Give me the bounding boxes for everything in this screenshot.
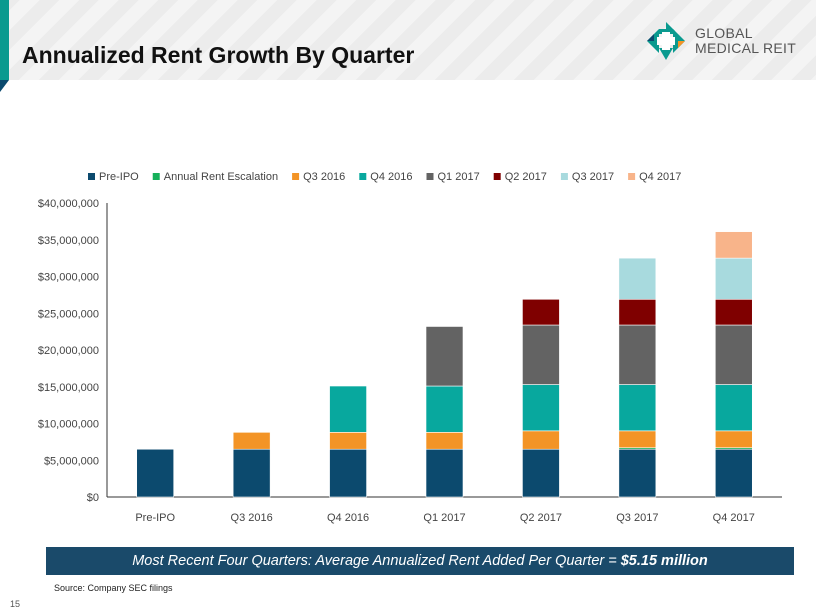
bar-segment	[522, 430, 560, 450]
legend-label: Pre-IPO	[99, 171, 139, 183]
x-tick-label: Q4 2016	[327, 512, 369, 524]
bar-segment	[618, 298, 657, 326]
bar-segment	[136, 448, 175, 498]
legend-label: Q3 2016	[303, 171, 345, 183]
bar-segment	[522, 324, 560, 385]
legend-label: Q1 2017	[438, 171, 480, 183]
legend-swatch	[493, 173, 501, 180]
logo-line-1: GLOBAL	[695, 25, 753, 41]
stacked-bar-chart: Pre-IPO Annual Rent Escalation Q3 2016 Q4 2…	[38, 171, 782, 524]
bar-segment	[425, 385, 464, 433]
x-tick-label: Q3 2017	[616, 512, 658, 524]
bar-segment	[714, 257, 753, 300]
y-tick-label: $35,000,000	[38, 235, 99, 247]
bar-segment	[522, 384, 560, 432]
accent-bar	[0, 0, 9, 80]
company-logo: GLOBAL MEDICAL REIT	[645, 20, 796, 62]
x-tick-label: Q4 2017	[713, 512, 755, 524]
summary-banner: Most Recent Four Quarters: Average Annua…	[46, 547, 794, 575]
legend-label: Annual Rent Escalation	[164, 171, 278, 183]
legend-swatch	[88, 173, 95, 180]
x-tick-label: Q3 2016	[231, 512, 273, 524]
page-number: 15	[10, 599, 21, 609]
bar-segment	[714, 430, 753, 449]
legend-swatch	[560, 173, 568, 180]
logo-cross-icon	[647, 22, 685, 60]
legend-label: Q3 2017	[572, 171, 614, 183]
y-tick-label: $15,000,000	[38, 382, 99, 394]
y-tick-label: $10,000,000	[38, 419, 99, 431]
legend-swatch	[292, 173, 300, 180]
bar-segment	[232, 432, 271, 450]
logo-line-2: MEDICAL REIT	[695, 40, 797, 56]
x-tick-label: Q1 2017	[423, 512, 465, 524]
banner-value: $5.15 million	[620, 553, 708, 569]
bar-segment	[329, 385, 367, 433]
legend-swatch	[359, 173, 367, 180]
legend-swatch	[426, 173, 434, 180]
bar-segment	[618, 384, 657, 432]
bar-segment	[714, 448, 753, 498]
accent-triangle	[0, 80, 9, 92]
y-tick-label: $0	[87, 492, 99, 504]
bar-segment	[618, 430, 657, 449]
bar-segment	[618, 448, 657, 498]
bar-segment	[425, 432, 464, 450]
source-note: Source: Company SEC filings	[54, 583, 173, 593]
page-title: Annualized Rent Growth By Quarter	[22, 42, 415, 68]
bar-segment	[232, 448, 271, 498]
bar-segment	[329, 448, 367, 498]
bar-segment	[714, 324, 753, 385]
y-tick-label: $40,000,000	[38, 198, 99, 210]
legend-label: Q4 2017	[639, 171, 681, 183]
bar-segment	[522, 298, 560, 326]
legend-swatch	[152, 173, 160, 180]
legend-swatch	[628, 173, 636, 180]
bar-segment	[618, 257, 657, 300]
y-tick-label: $20,000,000	[38, 345, 99, 357]
bar-segment	[714, 231, 753, 259]
x-tick-label: Q2 2017	[520, 512, 562, 524]
y-tick-label: $5,000,000	[44, 455, 99, 467]
bar-segment	[425, 326, 464, 387]
bar-segment	[714, 298, 753, 326]
y-tick-label: $30,000,000	[38, 272, 99, 284]
bar-segment	[618, 324, 657, 385]
banner-text: Most Recent Four Quarters: Average Annua…	[132, 553, 617, 569]
bar-segment	[522, 448, 560, 498]
bar-segment	[425, 448, 464, 498]
x-tick-label: Pre-IPO	[135, 512, 175, 524]
legend-label: Q4 2016	[370, 171, 412, 183]
bar-segment	[329, 432, 367, 450]
y-tick-label: $25,000,000	[38, 308, 99, 320]
legend-label: Q2 2017	[505, 171, 547, 183]
bar-segment	[714, 384, 753, 432]
